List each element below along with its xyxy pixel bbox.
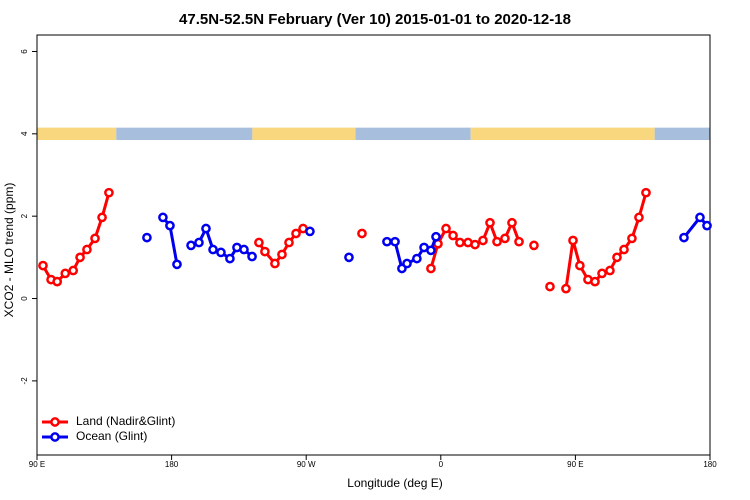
x-tick-label: 180 [165, 460, 179, 469]
legend-marker [50, 432, 60, 442]
data-point [208, 244, 218, 255]
land-mask-segment [116, 127, 253, 140]
data-point [382, 236, 392, 247]
data-point [470, 239, 480, 250]
data-point [284, 237, 294, 248]
data-point [695, 212, 705, 223]
data-point [216, 247, 226, 258]
data-point [52, 276, 63, 287]
data-point [590, 276, 600, 287]
data-point [441, 223, 451, 234]
chart-title: 47.5N-52.5N February (Ver 10) 2015-01-01… [179, 11, 571, 28]
x-tick-label: 90 E [29, 460, 45, 469]
data-point [90, 233, 100, 244]
data-point [619, 244, 629, 255]
data-point [612, 252, 622, 263]
data-point [455, 237, 465, 248]
data-point [239, 244, 249, 255]
y-tick-label: 6 [20, 49, 29, 54]
data-point [507, 217, 517, 228]
data-point [254, 237, 264, 248]
land-mask-segment [37, 127, 117, 140]
data-point [247, 251, 257, 262]
y-axis-label: XCO2 - MLO trend (ppm) [2, 183, 16, 318]
data-point [142, 232, 152, 243]
data-point [38, 260, 48, 271]
data-point [201, 223, 211, 234]
data-point [75, 252, 85, 263]
data-point [194, 237, 204, 248]
data-point [158, 212, 168, 223]
data-point [402, 258, 412, 269]
x-axis-label: Longitude (deg E) [347, 476, 442, 490]
plot-frame [36, 34, 711, 456]
data-point [291, 228, 301, 239]
data-point [702, 220, 712, 231]
land-mask-segment [654, 127, 710, 140]
data-point [679, 232, 689, 243]
data-point [60, 268, 71, 279]
land-mask-segment [252, 127, 356, 140]
y-tick-label: -2 [20, 377, 29, 385]
data-point [97, 212, 107, 223]
x-tick-label: 90 W [297, 460, 316, 469]
data-point [68, 265, 79, 276]
land-mask-segment [470, 127, 655, 140]
data-point [186, 240, 196, 251]
data-point [344, 252, 354, 263]
data-point [561, 283, 571, 294]
data-point [597, 268, 607, 279]
data-point [305, 226, 315, 237]
data-point [390, 236, 400, 247]
data-point [568, 235, 578, 246]
data-point [575, 260, 585, 271]
data-point [641, 187, 651, 198]
data-point [426, 245, 436, 256]
land-mask-segment [355, 127, 471, 140]
legend-label: Land (Nadir&Glint) [76, 414, 175, 428]
data-point [627, 233, 637, 244]
data-point [270, 258, 280, 269]
y-tick-label: 4 [20, 131, 29, 136]
data-point [277, 249, 287, 260]
data-point [225, 253, 235, 264]
legend-label: Ocean (Glint) [76, 429, 147, 443]
x-tick-label: 90 E [567, 460, 583, 469]
data-point [514, 236, 524, 247]
data-point [426, 263, 436, 274]
data-point [478, 235, 488, 246]
data-point [529, 240, 539, 251]
data-point [412, 253, 422, 264]
data-point [485, 217, 495, 228]
y-tick-label: 0 [20, 296, 29, 301]
data-point [431, 231, 441, 242]
data-point [104, 187, 114, 198]
data-point [357, 228, 367, 239]
data-point [165, 220, 175, 231]
data-point [500, 233, 510, 244]
data-point [82, 244, 92, 255]
data-point [448, 230, 458, 241]
data-point [545, 281, 555, 292]
data-point [634, 212, 644, 223]
y-tick-label: 2 [20, 213, 29, 218]
legend-marker [50, 417, 60, 427]
data-point [172, 259, 182, 270]
x-tick-label: 180 [703, 460, 717, 469]
x-tick-label: 0 [439, 460, 444, 469]
data-point [260, 246, 270, 257]
data-point [605, 265, 615, 276]
data-point [492, 236, 502, 247]
